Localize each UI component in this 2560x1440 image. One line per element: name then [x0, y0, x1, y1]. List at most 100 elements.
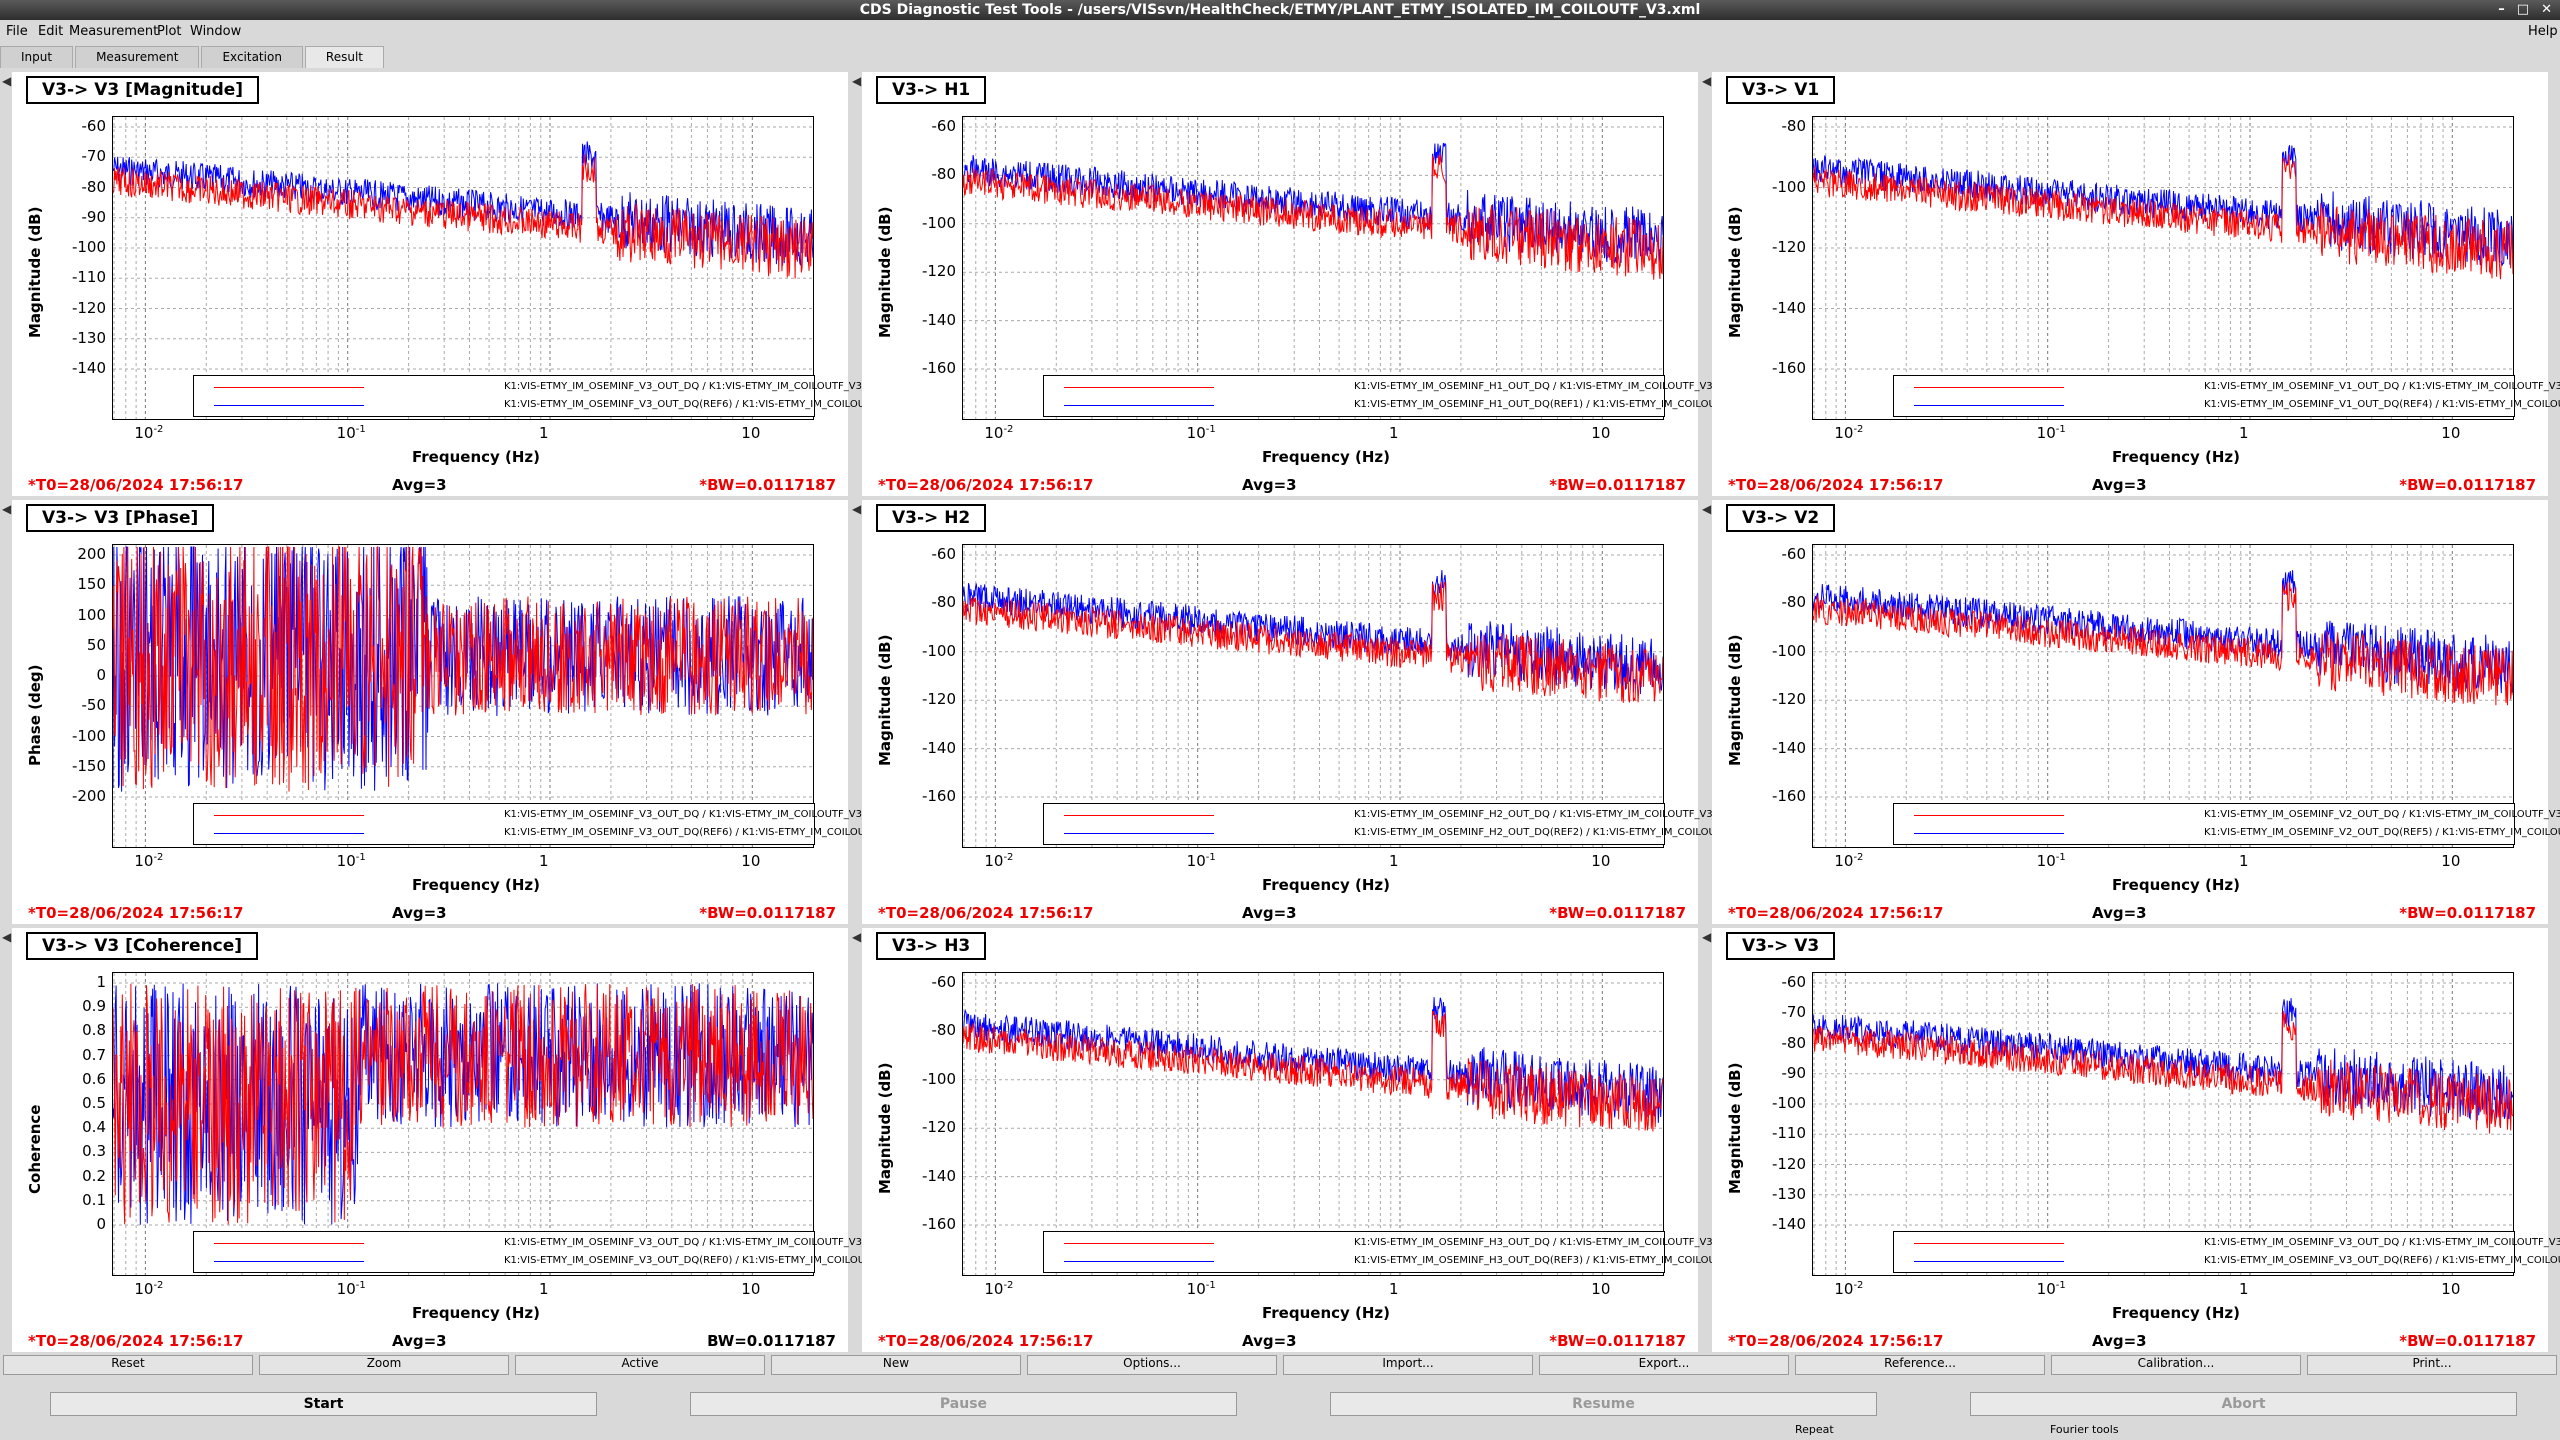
x-tick-exponent: -1 [2055, 1280, 2066, 1291]
plot-panel[interactable]: ◀ V3-> V3 [Magnitude] K1:VIS-ETMY_IM_OSEMI… [2, 72, 950, 496]
plot-legend: K1:VIS-ETMY_IM_OSEMINF_V1_OUT_DQ / K1:VI… [1893, 375, 2560, 417]
start-button[interactable]: Start [50, 1392, 597, 1416]
panel-expand-arrow-icon[interactable]: ◀ [1702, 74, 1712, 88]
tab-excitation[interactable]: Excitation [201, 46, 303, 68]
menu-window[interactable]: Window [190, 24, 242, 39]
y-tick-label: -70 [81, 147, 107, 166]
x-tick-exponent: -1 [1205, 424, 1216, 435]
panel-expand-arrow-icon[interactable]: ◀ [2, 930, 12, 944]
plot-legend: K1:VIS-ETMY_IM_OSEMINF_V3_OUT_DQ / K1:VI… [193, 803, 950, 845]
pause-button[interactable]: Pause [690, 1392, 1237, 1416]
plot-panel[interactable]: ◀ V3-> V3 [Phase] K1:VIS-ETMY_IM_OSEMINF_V… [2, 500, 950, 924]
plot-panel[interactable]: ◀ V3-> H2 K1:VIS-ETMY_IM_OSEMINF_H2_OUT_DQ… [852, 500, 1801, 924]
x-tick-exponent: -1 [1205, 1280, 1216, 1291]
y-tick-label: 0.7 [82, 1045, 106, 1064]
menu-measurement[interactable]: Measurement [69, 24, 159, 39]
legend-swatch [1064, 387, 1214, 388]
minimize-icon[interactable]: – [2498, 2, 2505, 17]
menu-edit[interactable]: Edit [38, 24, 64, 39]
x-tick-base: 10 [1834, 852, 1854, 870]
maximize-icon[interactable]: □ [2516, 2, 2530, 17]
abort-button[interactable]: Abort [1970, 1392, 2517, 1416]
legend-swatch [214, 833, 364, 834]
trace-current [1813, 582, 2513, 706]
plot-area[interactable]: K1:VIS-ETMY_IM_OSEMINF_V2_OUT_DQ / K1:VI… [1812, 544, 2560, 848]
reference-button[interactable]: Reference... [1795, 1355, 2045, 1375]
plot-panel[interactable]: ◀ V3-> V3 K1:VIS-ETMY_IM_OSEMINF_V3_OUT_DQ… [1702, 928, 2560, 1352]
close-icon[interactable]: ✕ [2541, 2, 2552, 17]
menu-plot[interactable]: Plot [157, 24, 182, 39]
average-count: Avg=3 [1242, 904, 1297, 922]
resume-button[interactable]: Resume [1330, 1392, 1877, 1416]
y-tick-label: -100 [1771, 1094, 1806, 1112]
t0-timestamp: *T0=28/06/2024 17:56:17 [1728, 476, 1944, 494]
plot-panel[interactable]: ◀ V3-> V3 [Coherence] K1:VIS-ETMY_IM_OSEMI… [2, 928, 950, 1352]
plot-area[interactable]: K1:VIS-ETMY_IM_OSEMINF_H3_OUT_DQ / K1:VI… [962, 972, 1801, 1276]
plot-area[interactable]: K1:VIS-ETMY_IM_OSEMINF_H1_OUT_DQ / K1:VI… [962, 116, 1801, 420]
x-tick-label: 10-2 [134, 424, 163, 442]
calibration-button[interactable]: Calibration... [2051, 1355, 2301, 1375]
legend-swatch [214, 387, 364, 388]
panel-expand-arrow-icon[interactable]: ◀ [1702, 502, 1712, 516]
legend-label: K1:VIS-ETMY_IM_OSEMINF_V1_OUT_DQ(REF4) /… [2204, 399, 2560, 410]
export-button[interactable]: Export... [1539, 1355, 1789, 1375]
x-tick-base: 10 [134, 852, 154, 870]
y-tick-label: -80 [81, 177, 107, 196]
legend-label: K1:VIS-ETMY_IM_OSEMINF_V3_OUT_DQ(REF0) /… [504, 1255, 951, 1266]
x-tick-base: 1 [538, 1280, 549, 1298]
panel-expand-arrow-icon[interactable]: ◀ [852, 930, 862, 944]
panel-expand-arrow-icon[interactable]: ◀ [1702, 930, 1712, 944]
y-tick-label: -60 [931, 545, 957, 563]
options-button[interactable]: Options... [1027, 1355, 1277, 1375]
legend-label: K1:VIS-ETMY_IM_OSEMINF_V3_OUT_DQ / K1:VI… [2204, 1237, 2560, 1248]
panel-expand-arrow-icon[interactable]: ◀ [2, 502, 12, 516]
plot-area[interactable]: K1:VIS-ETMY_IM_OSEMINF_V3_OUT_DQ / K1:VI… [112, 544, 950, 848]
legend-label: K1:VIS-ETMY_IM_OSEMINF_V3_OUT_DQ(REF6) /… [2204, 1255, 2560, 1266]
print-button[interactable]: Print... [2307, 1355, 2557, 1375]
plot-area[interactable]: K1:VIS-ETMY_IM_OSEMINF_V1_OUT_DQ / K1:VI… [1812, 116, 2560, 420]
plot-legend: K1:VIS-ETMY_IM_OSEMINF_H3_OUT_DQ / K1:VI… [1043, 1231, 1801, 1273]
plot-area[interactable]: K1:VIS-ETMY_IM_OSEMINF_H2_OUT_DQ / K1:VI… [962, 544, 1801, 848]
fourier-tools-status: Fourier tools [2050, 1423, 2119, 1436]
t0-timestamp: *T0=28/06/2024 17:56:17 [28, 904, 244, 922]
average-count: Avg=3 [2092, 476, 2147, 494]
tab-result[interactable]: Result [304, 46, 384, 68]
x-tick-base: 10 [1186, 424, 1206, 442]
panel-expand-arrow-icon[interactable]: ◀ [852, 502, 862, 516]
x-tick-base: 10 [2036, 424, 2056, 442]
tab-bar: Input Measurement Excitation Result [0, 46, 386, 68]
menu-help[interactable]: Help [2528, 24, 2558, 39]
plot-panel[interactable]: ◀ V3-> V2 K1:VIS-ETMY_IM_OSEMINF_V2_OUT_DQ… [1702, 500, 2560, 924]
tab-input[interactable]: Input [0, 46, 74, 68]
legend-label: K1:VIS-ETMY_IM_OSEMINF_H2_OUT_DQ / K1:VI… [1354, 809, 1735, 820]
legend-swatch [1914, 1243, 2064, 1244]
plot-area[interactable]: K1:VIS-ETMY_IM_OSEMINF_V3_OUT_DQ / K1:VI… [112, 116, 950, 420]
plot-panel[interactable]: ◀ V3-> H1 K1:VIS-ETMY_IM_OSEMINF_H1_OUT_DQ… [852, 72, 1801, 496]
menu-file[interactable]: File [6, 24, 28, 39]
tab-measurement[interactable]: Measurement [75, 46, 200, 68]
active-button[interactable]: Active [515, 1355, 765, 1375]
plot-area[interactable]: K1:VIS-ETMY_IM_OSEMINF_V3_OUT_DQ / K1:VI… [1812, 972, 2560, 1276]
x-tick-label: 10 [2441, 1280, 2460, 1298]
x-tick-exponent: -2 [153, 424, 164, 435]
x-tick-exponent: -1 [355, 852, 366, 863]
trace-current [1813, 1010, 2513, 1134]
new-button[interactable]: New [771, 1355, 1021, 1375]
x-tick-label: 10-1 [337, 852, 366, 870]
bandwidth-value: *BW=0.0117187 [1549, 476, 1686, 494]
panel-expand-arrow-icon[interactable]: ◀ [2, 74, 12, 88]
legend-label: K1:VIS-ETMY_IM_OSEMINF_V2_OUT_DQ / K1:VI… [2204, 809, 2560, 820]
y-tick-label: -160 [921, 1215, 956, 1233]
plot-panel[interactable]: ◀ V3-> V1 K1:VIS-ETMY_IM_OSEMINF_V1_OUT_DQ… [1702, 72, 2560, 496]
zoom-button[interactable]: Zoom [259, 1355, 509, 1375]
import-button[interactable]: Import... [1283, 1355, 1533, 1375]
y-tick-label: -140 [921, 738, 956, 757]
y-tick-label: -80 [931, 165, 957, 184]
plot-area[interactable]: K1:VIS-ETMY_IM_OSEMINF_V3_OUT_DQ / K1:VI… [112, 972, 950, 1276]
panel-expand-arrow-icon[interactable]: ◀ [852, 74, 862, 88]
x-tick-base: 10 [984, 852, 1004, 870]
y-tick-label: 0.9 [82, 997, 106, 1016]
plot-panel[interactable]: ◀ V3-> H3 K1:VIS-ETMY_IM_OSEMINF_H3_OUT_DQ… [852, 928, 1801, 1352]
panel-title: V3-> V2 [1726, 504, 1836, 532]
reset-button[interactable]: Reset [3, 1355, 253, 1375]
